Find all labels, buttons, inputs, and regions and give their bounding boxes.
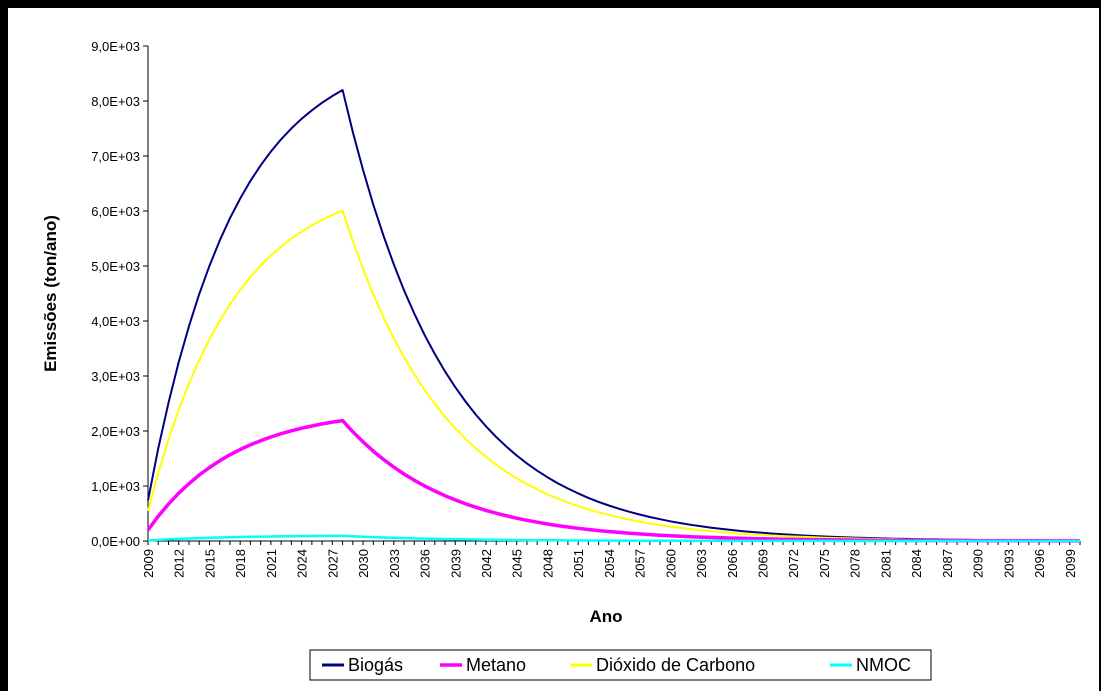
x-tick-label: 2036 [418, 549, 433, 578]
y-tick-label: 5,0E+03 [91, 259, 140, 274]
x-tick-label: 2018 [233, 549, 248, 578]
x-tick-label: 2084 [909, 549, 924, 578]
x-tick-label: 2063 [694, 549, 709, 578]
x-tick-label: 2045 [510, 549, 525, 578]
legend-box [309, 649, 932, 681]
x-tick-label: 2051 [571, 549, 586, 578]
series-line-metano [146, 418, 1080, 543]
x-tick-label: 2075 [817, 549, 832, 578]
legend: Biogás Metano Dióxido de Carbono NMOC [309, 649, 932, 681]
x-tick-label: 2090 [971, 549, 986, 578]
y-axis-title: Emissões (ton/ano) [41, 215, 60, 372]
x-axis-title: Ano [589, 607, 622, 626]
x-axis-ticks: 2009 2012 2015 2018 2021 2024 2027 2030 2033 2036… [141, 541, 1081, 578]
x-tick-label: 2033 [387, 549, 402, 578]
y-tick-label: 9,0E+03 [91, 39, 140, 54]
x-tick-label: 2039 [448, 549, 463, 578]
series-line-di-xido-de-carbono [147, 209, 1080, 542]
x-tick-label: 2048 [540, 549, 555, 578]
x-tick-label: 2015 [202, 549, 217, 578]
y-tick-label: 1,0E+03 [91, 479, 140, 494]
x-tick-label: 2081 [878, 549, 893, 578]
x-tick-label: 2069 [756, 549, 771, 578]
x-tick-label: 2054 [602, 549, 617, 578]
x-tick-label: 2072 [786, 549, 801, 578]
x-tick-label: 2009 [141, 549, 156, 578]
y-tick-label: 0,0E+00 [91, 534, 140, 549]
x-tick-label: 2042 [479, 549, 494, 578]
legend-label: Biogás [348, 655, 403, 675]
x-tick-label: 2030 [356, 549, 371, 578]
y-tick-label: 3,0E+03 [91, 369, 140, 384]
series-lines [146, 89, 1080, 543]
y-tick-label: 7,0E+03 [91, 149, 140, 164]
y-axis-ticks: 0,0E+00 1,0E+03 2,0E+03 3,0E+03 4,0E+03 5,0E+… [91, 39, 148, 549]
y-tick-label: 2,0E+03 [91, 424, 140, 439]
x-tick-label: 2099 [1063, 549, 1078, 578]
y-tick-label: 8,0E+03 [91, 94, 140, 109]
y-tick-label: 4,0E+03 [91, 314, 140, 329]
x-tick-label: 2093 [1001, 549, 1016, 578]
x-tick-label: 2060 [663, 549, 678, 578]
x-tick-label: 2012 [172, 549, 187, 578]
legend-label: NMOC [856, 655, 911, 675]
series-line-biog-s [147, 89, 1080, 542]
legend-label: Dióxido de Carbono [596, 655, 755, 675]
x-tick-label: 2066 [725, 549, 740, 578]
series-line-nmoc [147, 534, 1080, 543]
x-tick-label: 2057 [633, 549, 648, 578]
x-tick-label: 2021 [264, 549, 279, 578]
y-tick-label: 6,0E+03 [91, 204, 140, 219]
x-tick-label: 2096 [1032, 549, 1047, 578]
x-tick-label: 2087 [940, 549, 955, 578]
x-tick-label: 2027 [325, 549, 340, 578]
x-tick-label: 2024 [295, 549, 310, 578]
legend-label: Metano [466, 655, 526, 675]
x-tick-label: 2078 [848, 549, 863, 578]
